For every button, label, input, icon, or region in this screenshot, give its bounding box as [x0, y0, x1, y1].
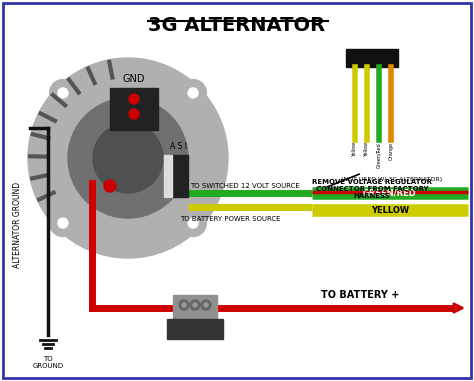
Circle shape	[58, 218, 68, 228]
Circle shape	[190, 300, 200, 310]
Circle shape	[180, 80, 206, 106]
Circle shape	[188, 218, 198, 228]
Bar	[164, 155, 172, 197]
Circle shape	[201, 300, 211, 310]
Circle shape	[182, 303, 186, 307]
Bar	[167, 319, 223, 339]
Circle shape	[104, 180, 116, 192]
Text: ALTERNATOR GROUND: ALTERNATOR GROUND	[12, 182, 21, 268]
Circle shape	[93, 123, 163, 193]
Circle shape	[193, 303, 197, 307]
Text: TO
GROUND: TO GROUND	[32, 356, 64, 369]
Bar	[110, 88, 158, 130]
Circle shape	[68, 98, 188, 218]
Circle shape	[28, 58, 228, 258]
Circle shape	[204, 303, 208, 307]
Bar	[346, 49, 398, 67]
Text: Orange: Orange	[389, 142, 393, 160]
Circle shape	[180, 210, 206, 236]
Circle shape	[58, 88, 68, 98]
Text: (NOT USED W/ 3G ALTERNATOR): (NOT USED W/ 3G ALTERNATOR)	[341, 177, 443, 182]
Text: Green/Red: Green/Red	[376, 142, 382, 168]
Text: Yellow: Yellow	[353, 142, 357, 157]
Circle shape	[50, 210, 76, 236]
Text: TO BATTERY POWER SOURCE: TO BATTERY POWER SOURCE	[180, 216, 280, 222]
Text: TO BATTERY +: TO BATTERY +	[321, 290, 399, 300]
Circle shape	[129, 109, 139, 119]
Text: 3G ALTERNATOR: 3G ALTERNATOR	[148, 16, 326, 35]
Text: REMOVE VOLTAGE REGULATOR
CONNECTOR FROM FACTORY
HARNESS: REMOVE VOLTAGE REGULATOR CONNECTOR FROM …	[312, 179, 432, 199]
Bar	[173, 295, 217, 321]
Circle shape	[129, 94, 139, 104]
Text: GND: GND	[123, 74, 145, 84]
Bar	[170, 155, 188, 197]
Circle shape	[50, 80, 76, 106]
Text: YELLOW: YELLOW	[371, 205, 409, 215]
Text: TO SWITCHED 12 VOLT SOURCE: TO SWITCHED 12 VOLT SOURCE	[190, 183, 300, 189]
Circle shape	[188, 88, 198, 98]
Text: A S I: A S I	[171, 142, 188, 151]
Circle shape	[307, 43, 437, 173]
Text: Yellow: Yellow	[365, 142, 370, 157]
Text: GREEN/RED: GREEN/RED	[363, 189, 417, 197]
Circle shape	[179, 300, 189, 310]
